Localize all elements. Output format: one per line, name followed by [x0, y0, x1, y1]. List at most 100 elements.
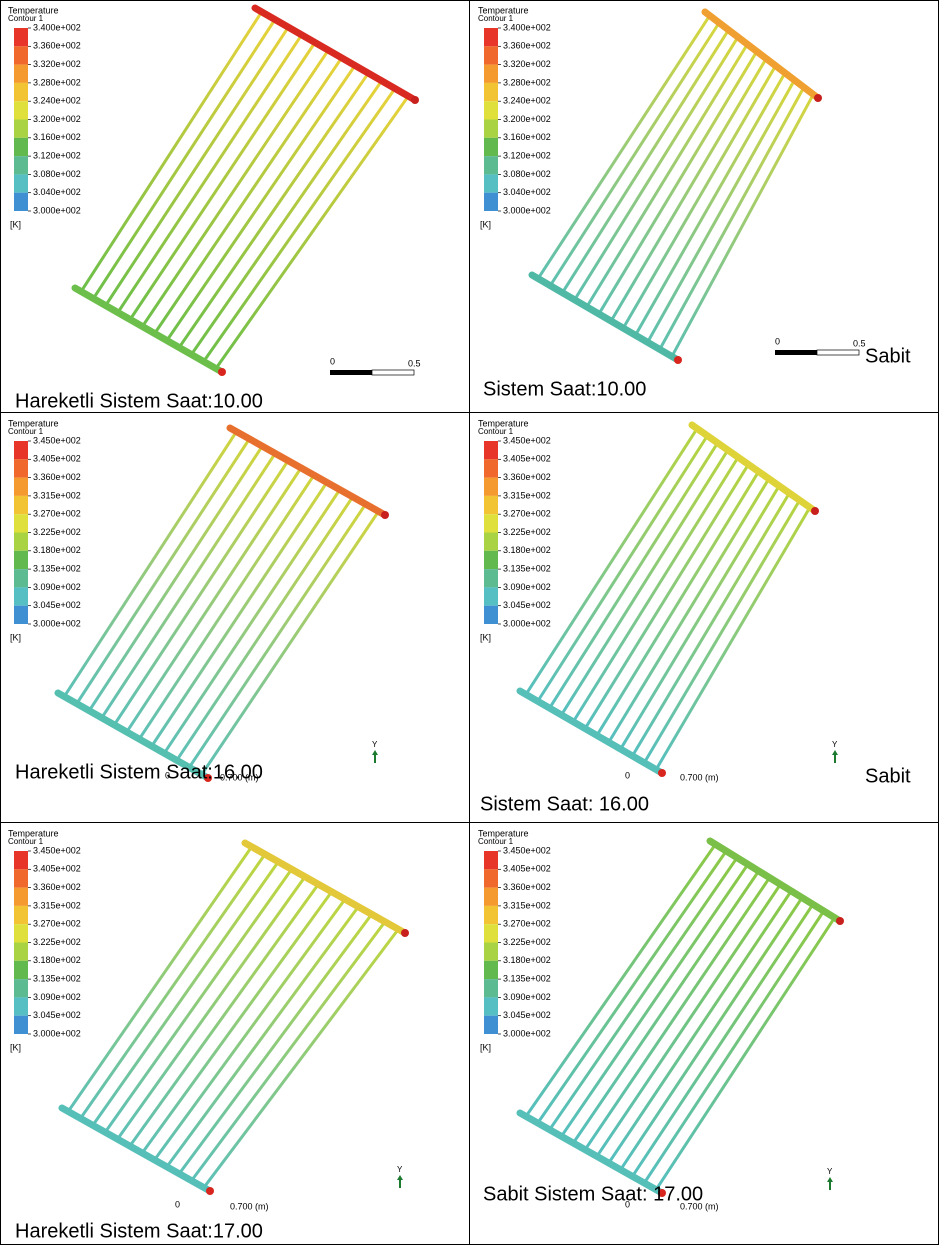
riser-tube	[648, 80, 795, 342]
riser-tube	[656, 507, 810, 769]
riser-tube	[127, 468, 301, 732]
legend-swatch	[14, 120, 28, 138]
scale-label: 0.700 (m)	[230, 1201, 269, 1211]
riser-tube	[597, 472, 759, 736]
legend-swatch	[14, 1016, 28, 1034]
riser-tube	[81, 854, 266, 1118]
side-label: Sabit	[865, 765, 911, 787]
legend-unit: [K]	[480, 1042, 491, 1052]
riser-tube	[167, 907, 359, 1167]
page: {"panels": [ {"legend": {"title": "Tempe…	[0, 0, 939, 1245]
legend-swatch	[14, 459, 28, 477]
legend-swatch	[484, 533, 498, 551]
legend-unit: [K]	[10, 632, 21, 642]
caption: Hareketli Sistem Saat:10.00	[15, 390, 263, 412]
legend-label: 3.315e+002	[33, 900, 81, 910]
riser-tube	[81, 12, 262, 292]
legend-label: 3.360e+002	[33, 882, 81, 892]
legend-swatch	[484, 924, 498, 942]
axis-label: Y	[827, 1167, 833, 1176]
riser-tube	[632, 493, 789, 756]
legend-swatch	[484, 193, 498, 211]
scale-bar	[817, 350, 859, 355]
legend-label: 3.090e+002	[33, 582, 81, 592]
riser-tube	[155, 58, 342, 334]
axis-label: Y	[832, 740, 838, 749]
inlet	[674, 356, 682, 364]
axis-label: Y	[372, 740, 378, 749]
riser-tube	[106, 27, 289, 305]
legend-label: 3.225e+002	[503, 527, 551, 537]
riser-tube	[105, 869, 292, 1132]
legend-label: 3.045e+002	[503, 600, 551, 610]
legend-label: 3.135e+002	[503, 973, 551, 983]
riser-tube	[93, 862, 279, 1126]
figure-grid: TemperatureContour 13.400e+0023.360e+002…	[0, 0, 939, 1245]
top-header	[245, 843, 405, 933]
riser-tube	[216, 96, 408, 368]
legend-label: 3.000e+002	[33, 205, 81, 215]
legend-swatch	[14, 514, 28, 532]
riser-tube	[139, 475, 314, 739]
panel: TemperatureContour 13.450e+0023.405e+002…	[478, 828, 844, 1211]
riser-tube	[562, 30, 728, 293]
scale-label: 0	[175, 1199, 180, 1209]
legend-label: 3.040e+002	[503, 187, 551, 197]
legend-label: 3.400e+002	[33, 22, 81, 32]
legend-label: 3.135e+002	[33, 973, 81, 983]
legend-swatch	[484, 514, 498, 532]
caption: Sistem Saat:10.00	[483, 378, 646, 400]
legend-label: 3.320e+002	[33, 59, 81, 69]
legend-swatch	[484, 869, 498, 887]
riser-tube	[204, 929, 399, 1187]
legend-swatch	[14, 906, 28, 924]
legend-label: 3.090e+002	[33, 992, 81, 1002]
legend-swatch	[14, 46, 28, 64]
legend-label: 3.000e+002	[33, 1028, 81, 1038]
legend-label: 3.200e+002	[503, 114, 551, 124]
caption: Sabit Sistem Saat: 17.00	[483, 1183, 703, 1205]
legend-swatch	[484, 997, 498, 1015]
legend-swatch	[484, 606, 498, 624]
legend-label: 3.080e+002	[503, 169, 551, 179]
riser-tube	[118, 877, 306, 1139]
riser-tube	[585, 464, 748, 728]
legend-swatch	[484, 496, 498, 514]
legend-label: 3.315e+002	[503, 490, 551, 500]
outlet	[836, 917, 844, 925]
legend-swatch	[14, 65, 28, 83]
legend-label: 3.120e+002	[33, 150, 81, 160]
legend-label: 3.200e+002	[33, 114, 81, 124]
legend-swatch	[14, 888, 28, 906]
top-header	[692, 425, 815, 511]
legend-swatch	[484, 46, 498, 64]
scale-label: 0	[625, 770, 630, 780]
legend-swatch	[14, 997, 28, 1015]
scale-label: 0.5	[853, 338, 866, 348]
legend-swatch	[484, 28, 498, 46]
legend-unit: [K]	[10, 219, 21, 229]
bottom-header	[520, 691, 662, 773]
legend-swatch	[484, 1016, 498, 1034]
legend-label: 3.180e+002	[33, 955, 81, 965]
legend-swatch	[14, 174, 28, 192]
legend-label: 3.320e+002	[503, 59, 551, 69]
caption: Sistem Saat: 16.00	[480, 793, 649, 815]
riser-tube	[130, 43, 315, 320]
legend-swatch	[14, 156, 28, 174]
legend-label: 3.000e+002	[503, 205, 551, 215]
legend-label: 3.450e+002	[33, 435, 81, 445]
legend-label: 3.360e+002	[33, 41, 81, 51]
legend-swatch	[14, 961, 28, 979]
legend-label: 3.225e+002	[33, 527, 81, 537]
outlet	[811, 507, 819, 515]
legend-label: 3.315e+002	[503, 900, 551, 910]
legend-swatch	[14, 193, 28, 211]
riser-tube	[644, 500, 799, 763]
axis-label: Y	[397, 1165, 403, 1174]
legend-swatch	[484, 156, 498, 174]
legend-swatch	[14, 606, 28, 624]
riser-tube	[635, 73, 785, 335]
outlet	[401, 929, 409, 937]
